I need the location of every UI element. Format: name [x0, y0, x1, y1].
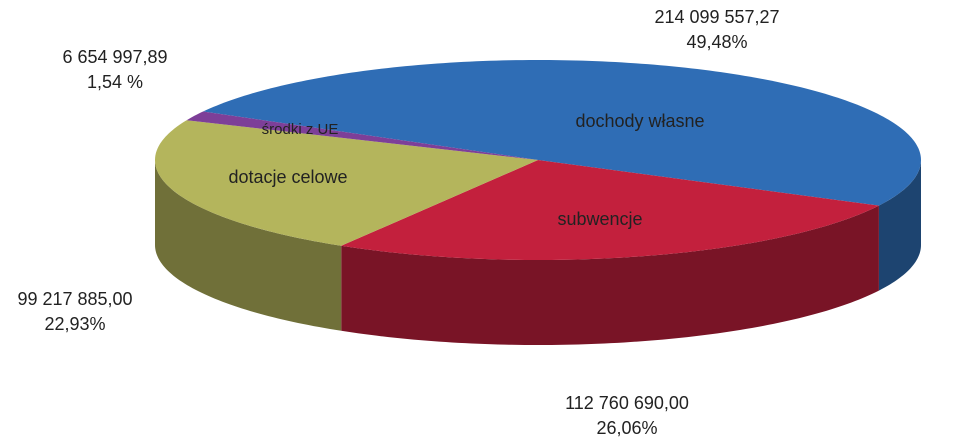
value-label: 99 217 885,00	[17, 289, 132, 309]
percent-label: 26,06%	[596, 418, 657, 438]
pie-slice	[341, 160, 879, 260]
percent-label: 22,93%	[44, 314, 105, 334]
slice-label: dotacje celowe	[228, 167, 347, 187]
pie-slice	[155, 120, 538, 246]
value-label: 6 654 997,89	[62, 47, 167, 67]
pie-slice	[186, 111, 539, 160]
pie-side	[155, 160, 342, 331]
pie-side	[878, 160, 921, 291]
percent-label: 49,48%	[686, 32, 747, 52]
slice-label: subwencje	[557, 209, 642, 229]
value-label: 214 099 557,27	[654, 7, 779, 27]
pie-side	[341, 205, 879, 345]
value-label: 112 760 690,00	[565, 393, 689, 413]
pie-slice	[203, 60, 921, 206]
percent-label: 1,54 %	[87, 72, 143, 92]
slice-label: dochody własne	[575, 111, 704, 131]
slice-label: środki z UE	[262, 121, 339, 138]
